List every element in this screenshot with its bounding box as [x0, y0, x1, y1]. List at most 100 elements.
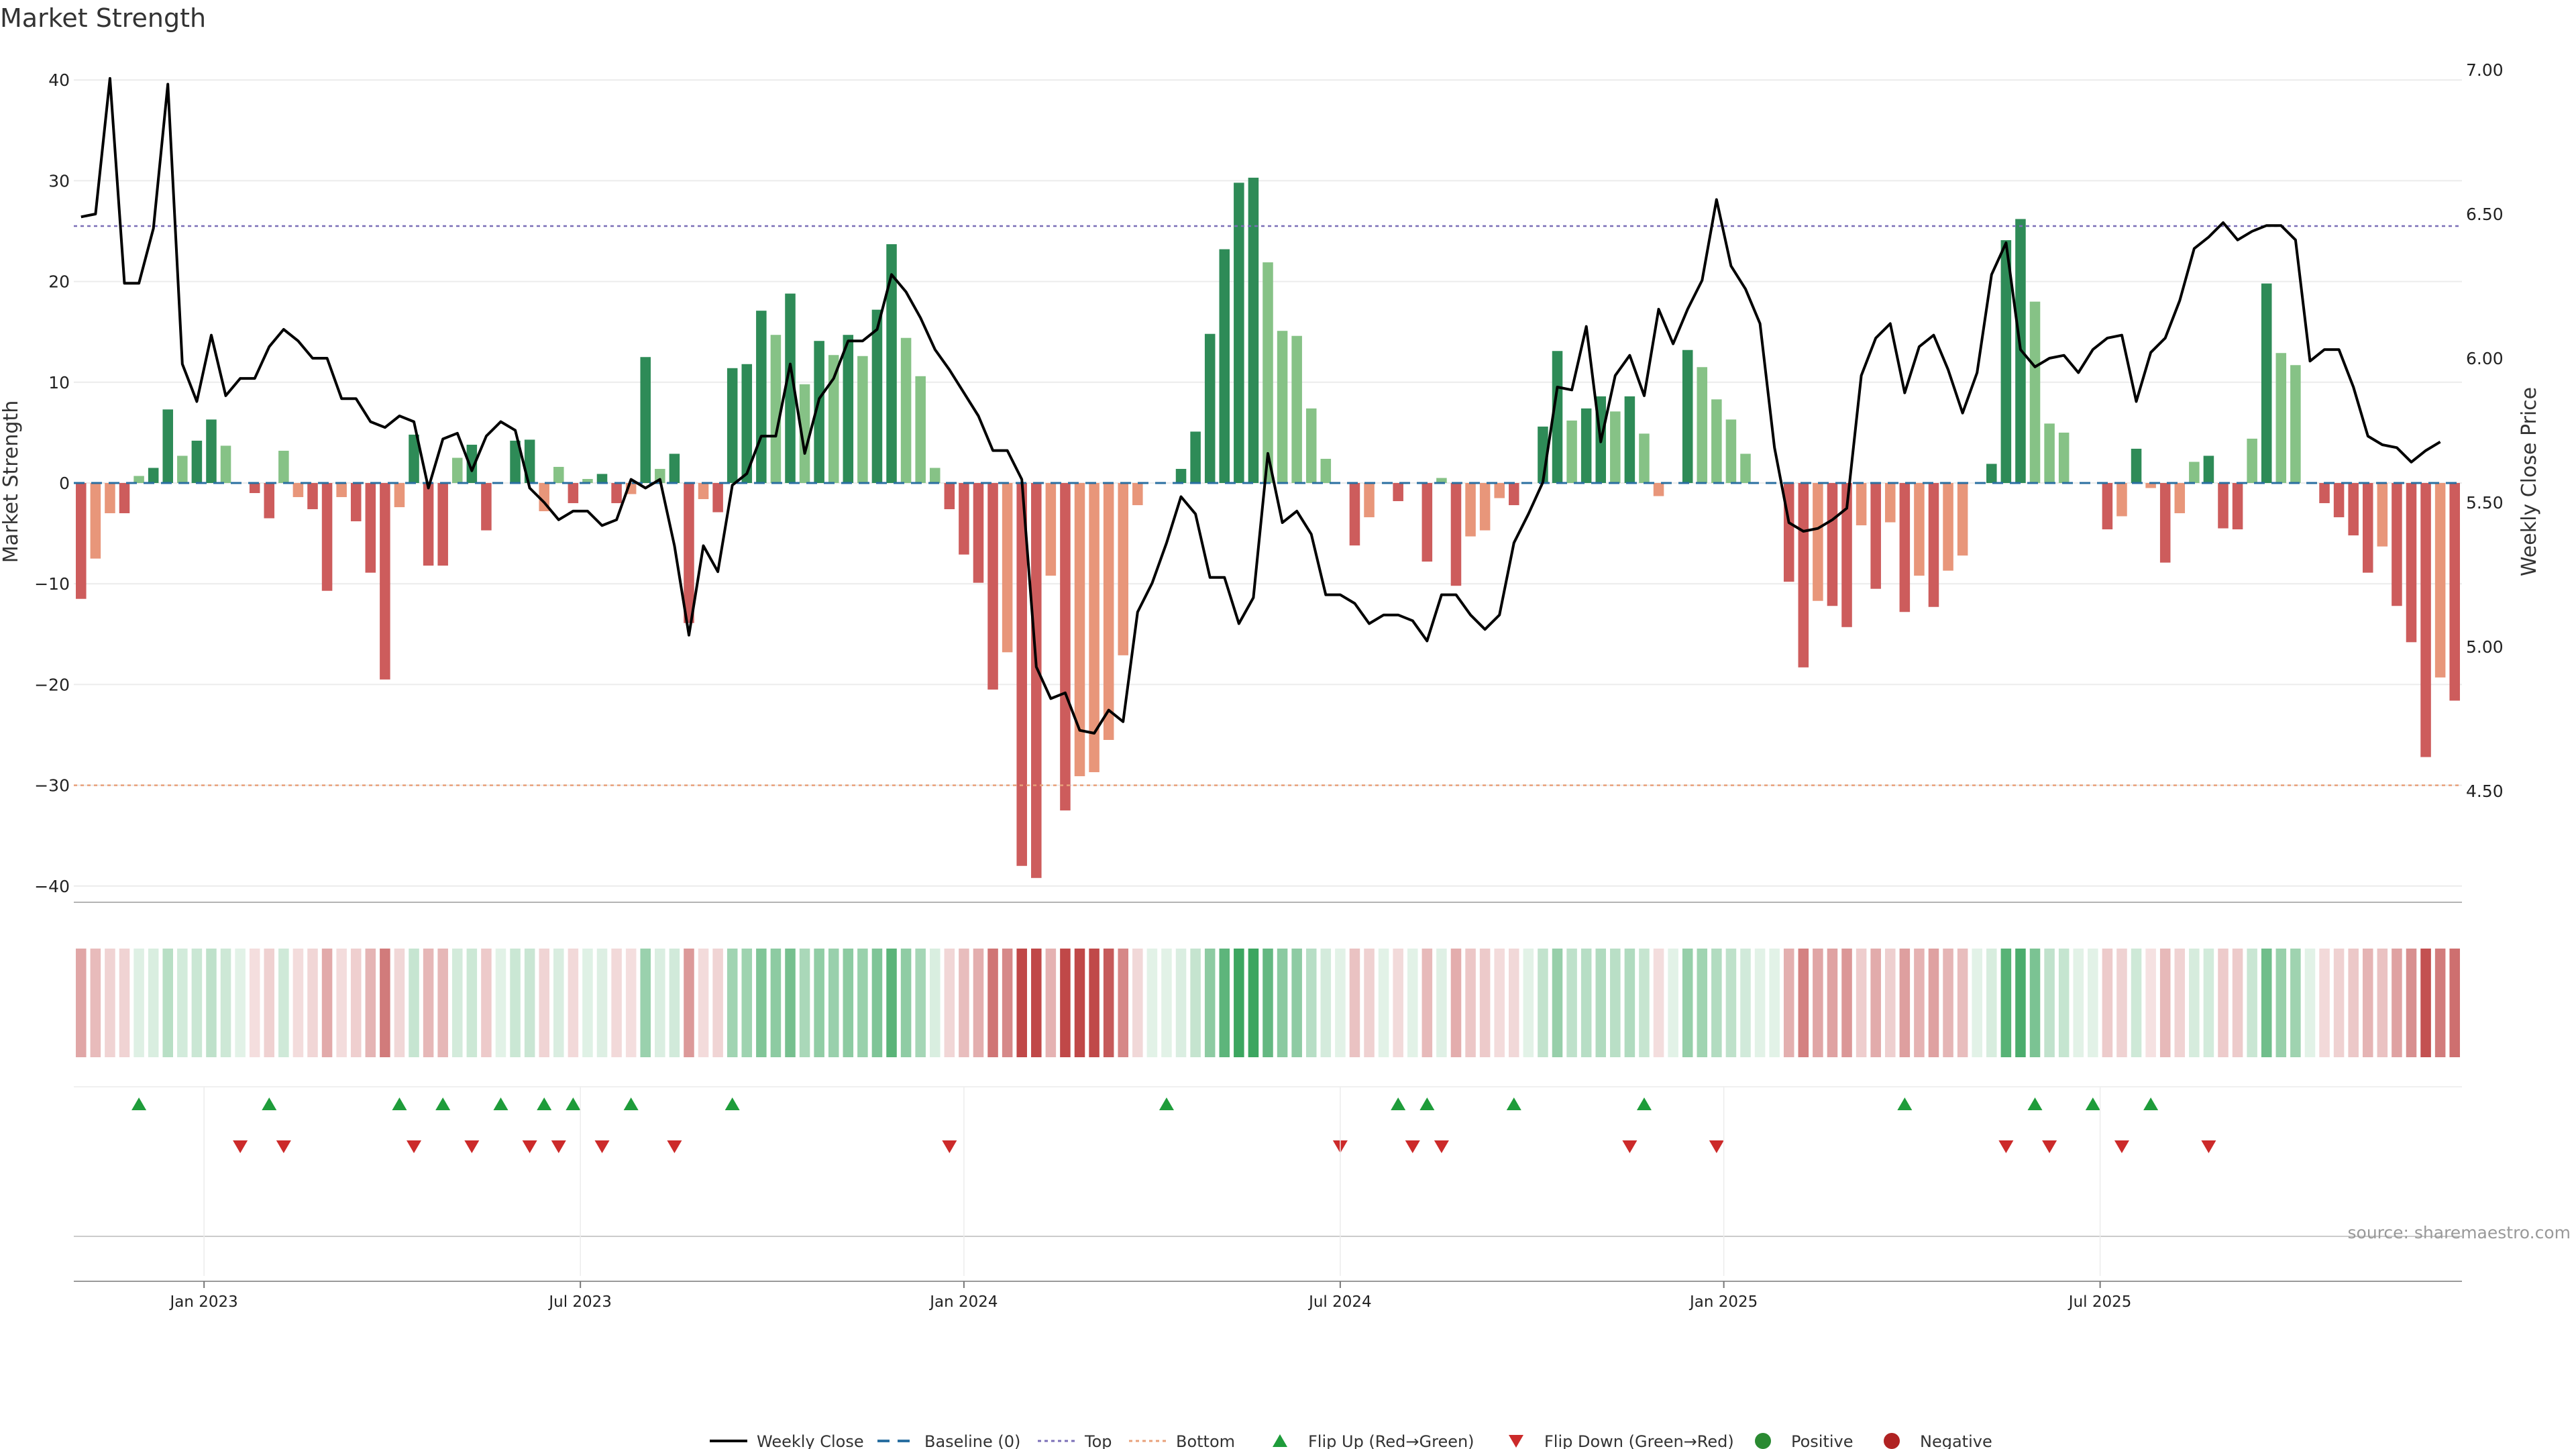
- strength-bar: [524, 439, 535, 483]
- flip-markers-panel: [131, 1097, 2216, 1153]
- heatmap-cell: [1899, 949, 1911, 1057]
- strength-bar: [278, 450, 289, 483]
- flip-up-marker: [1897, 1097, 1913, 1110]
- strength-bar: [1899, 483, 1911, 612]
- heatmap-cell: [1813, 949, 1823, 1057]
- legend-item: Positive: [1755, 1432, 1854, 1449]
- strength-bar: [900, 337, 912, 483]
- strength-bar: [1798, 483, 1809, 667]
- heatmap-cell: [2377, 949, 2388, 1057]
- source-text: source: sharemaestro.com: [2348, 1223, 2571, 1242]
- strength-bar: [698, 483, 709, 500]
- heatmap-cell: [1291, 949, 1302, 1057]
- strength-bar: [1175, 468, 1187, 483]
- heatmap-cell: [1943, 949, 1953, 1057]
- heatmap-cell: [987, 949, 998, 1057]
- reference-lines: [74, 225, 2462, 786]
- flip-up-marker: [131, 1097, 147, 1110]
- heatmap-cell: [1769, 949, 1780, 1057]
- strength-bar: [1190, 431, 1201, 483]
- strength-bar: [336, 483, 347, 498]
- strength-bar: [510, 440, 521, 483]
- strength-bar: [1204, 333, 1216, 483]
- strength-bar: [799, 384, 810, 483]
- flip-up-marker: [2085, 1097, 2100, 1110]
- left-tick-label: −20: [34, 675, 70, 694]
- date-tick-label: Jul 2023: [547, 1293, 612, 1311]
- strength-bar: [90, 483, 101, 559]
- strength-bar: [2449, 483, 2460, 701]
- heatmap-cell: [2044, 949, 2055, 1057]
- heatmap-cell: [1740, 949, 1751, 1057]
- strength-bar: [886, 244, 897, 483]
- heatmap-cell: [1957, 949, 1968, 1057]
- heatmap-cell: [1639, 949, 1650, 1057]
- strength-bar: [1697, 367, 1708, 483]
- strength-bar: [307, 483, 318, 510]
- strength-bar: [437, 483, 448, 566]
- heatmap-cell: [1248, 949, 1259, 1057]
- legend-item: Flip Down (Green→Red): [1509, 1432, 1734, 1449]
- heatmap-cell: [1884, 949, 1896, 1057]
- heatmap-cell: [2406, 949, 2417, 1057]
- strength-bar: [1943, 483, 1953, 571]
- flip-down-marker: [2114, 1140, 2129, 1153]
- heatmap-cell: [2362, 949, 2373, 1057]
- heatmap-cell: [249, 949, 260, 1057]
- heatmap-cell: [1074, 949, 1085, 1057]
- heatmap-cell: [2420, 949, 2431, 1057]
- heatmap-cell: [684, 949, 694, 1057]
- heatmap-cell: [495, 949, 506, 1057]
- strength-bar: [1566, 420, 1577, 483]
- strength-bar: [2275, 353, 2287, 483]
- strength-bar: [669, 453, 680, 483]
- strength-bar: [1957, 483, 1968, 556]
- strength-bar: [2333, 483, 2345, 518]
- strength-bar: [770, 335, 782, 483]
- strength-bar: [1016, 483, 1027, 866]
- flip-up-marker: [1391, 1097, 1406, 1110]
- heatmap-cell: [321, 949, 333, 1057]
- heatmap-cell: [191, 949, 203, 1057]
- strength-bar: [1031, 483, 1042, 878]
- strength-bar: [987, 483, 998, 690]
- strength-bar: [712, 483, 723, 513]
- heatmap-cell: [1146, 949, 1158, 1057]
- heatmap-cell: [2088, 949, 2098, 1057]
- strength-bar: [1740, 453, 1751, 483]
- legend-label: Baseline (0): [924, 1432, 1020, 1449]
- flip-down-marker: [1998, 1140, 2014, 1153]
- heatmap-cell: [1972, 949, 1982, 1057]
- heatmap-cell: [2189, 949, 2200, 1057]
- legend-swatch: [1884, 1433, 1900, 1449]
- heatmap-cell: [1161, 949, 1172, 1057]
- heatmap-cell: [2333, 949, 2345, 1057]
- legend-item: Bottom: [1129, 1432, 1235, 1449]
- strength-bar: [148, 468, 159, 483]
- flip-up-marker: [1636, 1097, 1652, 1110]
- strength-bar: [2261, 283, 2272, 483]
- strength-bar: [1103, 483, 1114, 741]
- strength-bar: [1653, 483, 1664, 496]
- strength-bar: [1305, 408, 1317, 483]
- heatmap-cell: [640, 949, 651, 1057]
- strength-bar: [2116, 483, 2127, 517]
- strength-bar: [2247, 438, 2257, 483]
- strength-bar: [640, 357, 651, 483]
- strength-bar: [177, 455, 188, 483]
- heatmap-cell: [2073, 949, 2084, 1057]
- strength-bar: [915, 376, 926, 483]
- flip-down-marker: [233, 1140, 248, 1153]
- heatmap-cell: [292, 949, 304, 1057]
- strength-bar: [2434, 483, 2446, 678]
- heatmap-cell: [1002, 949, 1013, 1057]
- strength-bar: [2420, 483, 2431, 757]
- strength-bar: [380, 483, 390, 680]
- strength-bar: [466, 444, 478, 483]
- strength-bar: [1494, 483, 1505, 498]
- flip-up-marker: [1506, 1097, 1521, 1110]
- heatmap-cell: [162, 949, 174, 1057]
- strength-bar: [2058, 432, 2070, 483]
- heatmap-cell: [1668, 949, 1678, 1057]
- strength-bar: [2406, 483, 2417, 643]
